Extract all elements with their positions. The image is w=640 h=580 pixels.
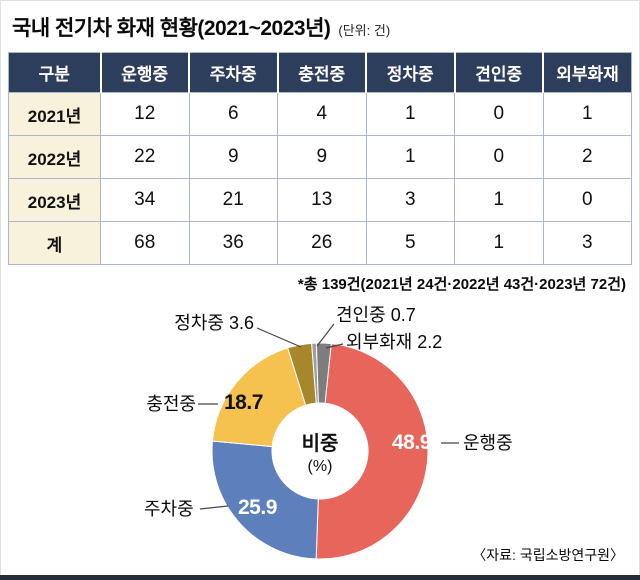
total-note: *총 139건(2021년 24건·2022년 43건·2023년 72건) xyxy=(297,276,626,293)
donut-chart-area: 정차중 3.6 견인중 0.7 외부화재 2.2 충전중 18.7 주차중 25… xyxy=(0,300,640,564)
table-row-2022: 2022년 22 9 9 1 0 2 xyxy=(8,135,632,179)
leader-line-stopped xyxy=(256,327,302,348)
value-cell: 9 xyxy=(277,135,367,179)
slice-callout-towing: 견인중 0.7 xyxy=(336,304,416,326)
donut-slice-parked xyxy=(211,440,319,560)
slice-value-external: 2.2 xyxy=(417,332,443,352)
slice-value-towing: 0.7 xyxy=(390,305,416,325)
slice-label-parked: 주차중 xyxy=(144,499,194,519)
value-cell: 2 xyxy=(542,135,632,179)
value-cell: 4 xyxy=(277,92,367,136)
header-cell-category: 구분 xyxy=(8,52,102,93)
center-unit: (%) xyxy=(307,458,333,475)
header-cell-charging: 충전중 xyxy=(277,52,367,93)
source-credit: 〈자료: 국립소방연구원〉 xyxy=(472,547,624,563)
slice-label-external: 외부화재 xyxy=(346,332,413,352)
value-cell: 9 xyxy=(188,135,278,179)
value-cell: 13 xyxy=(277,178,367,222)
slice-value-stopped: 3.6 xyxy=(228,313,254,333)
row-label-cell: 계 xyxy=(8,221,101,265)
value-cell: 3 xyxy=(365,178,455,222)
page-title: 국내 전기차 화재 현황(2021~2023년) xyxy=(12,17,331,40)
unit-label: (단위: 건) xyxy=(338,23,391,38)
leader-lines xyxy=(198,323,459,510)
table-row-2023: 2023년 34 21 13 3 1 0 xyxy=(8,178,632,222)
center-title: 비중 xyxy=(301,433,339,455)
slice-label-driving: 운행중 xyxy=(463,433,513,453)
donut-slice-charging xyxy=(211,347,307,448)
value-cell: 36 xyxy=(188,221,278,265)
value-cell: 1 xyxy=(454,178,544,222)
row-label-cell: 2021년 xyxy=(8,92,101,136)
slice-value-charging: 18.7 xyxy=(224,391,263,414)
value-cell: 12 xyxy=(100,92,190,136)
donut-center-label: 비중 (%) xyxy=(260,427,380,476)
leader-line-parked xyxy=(199,505,229,510)
donut-slice-external xyxy=(315,342,332,404)
header-cell-towing: 견인중 xyxy=(454,52,544,93)
donut-slice-driving xyxy=(315,343,429,560)
slice-label-charging: 충전중 xyxy=(146,394,196,414)
fire-stats-table: 구분 운행중 주차중 충전중 정차중 견인중 외부화재 2021년 12 6 4… xyxy=(8,52,632,265)
slice-value-driving: 48.9 xyxy=(392,431,431,454)
value-cell: 1 xyxy=(365,135,455,179)
value-cell: 22 xyxy=(100,135,190,179)
row-label-cell: 2022년 xyxy=(8,135,101,179)
leader-line-external xyxy=(325,343,344,349)
value-cell: 1 xyxy=(542,92,632,136)
value-cell: 6 xyxy=(188,92,278,136)
donut-slices xyxy=(211,342,429,560)
value-cell: 0 xyxy=(454,135,544,179)
value-cell: 0 xyxy=(542,178,632,222)
header-cell-parked: 주차중 xyxy=(189,52,279,93)
table-row-total: 계 68 36 26 5 1 3 xyxy=(8,221,632,265)
value-cell: 0 xyxy=(454,92,544,136)
row-label-cell: 2023년 xyxy=(8,178,101,222)
value-cell: 3 xyxy=(542,221,632,265)
value-cell: 68 xyxy=(100,221,190,265)
value-cell: 1 xyxy=(454,221,544,265)
header-cell-driving: 운행중 xyxy=(100,52,190,93)
value-cell: 21 xyxy=(188,178,278,222)
header-cell-stopped: 정차중 xyxy=(366,52,456,93)
table-header-row: 구분 운행중 주차중 충전중 정차중 견인중 외부화재 xyxy=(8,52,632,93)
bottom-rule xyxy=(0,575,640,580)
slice-value-parked: 25.9 xyxy=(238,496,277,519)
slice-callout-stopped: 정차중 3.6 xyxy=(150,312,254,334)
title-row: 국내 전기차 화재 현황(2021~2023년) (단위: 건) xyxy=(0,0,640,42)
value-cell: 1 xyxy=(365,92,455,136)
header-cell-external: 외부화재 xyxy=(543,52,632,93)
donut-hole xyxy=(273,404,367,498)
slice-callout-external: 외부화재 2.2 xyxy=(346,331,442,353)
value-cell: 34 xyxy=(100,178,190,222)
slice-label-stopped: 정차중 xyxy=(174,313,224,333)
slice-label-towing: 견인중 xyxy=(336,305,386,325)
table-row-2021: 2021년 12 6 4 1 0 1 xyxy=(8,92,632,136)
leader-line-towing xyxy=(316,323,335,347)
value-cell: 26 xyxy=(277,221,367,265)
value-cell: 5 xyxy=(365,221,455,265)
donut-chart xyxy=(198,323,459,560)
